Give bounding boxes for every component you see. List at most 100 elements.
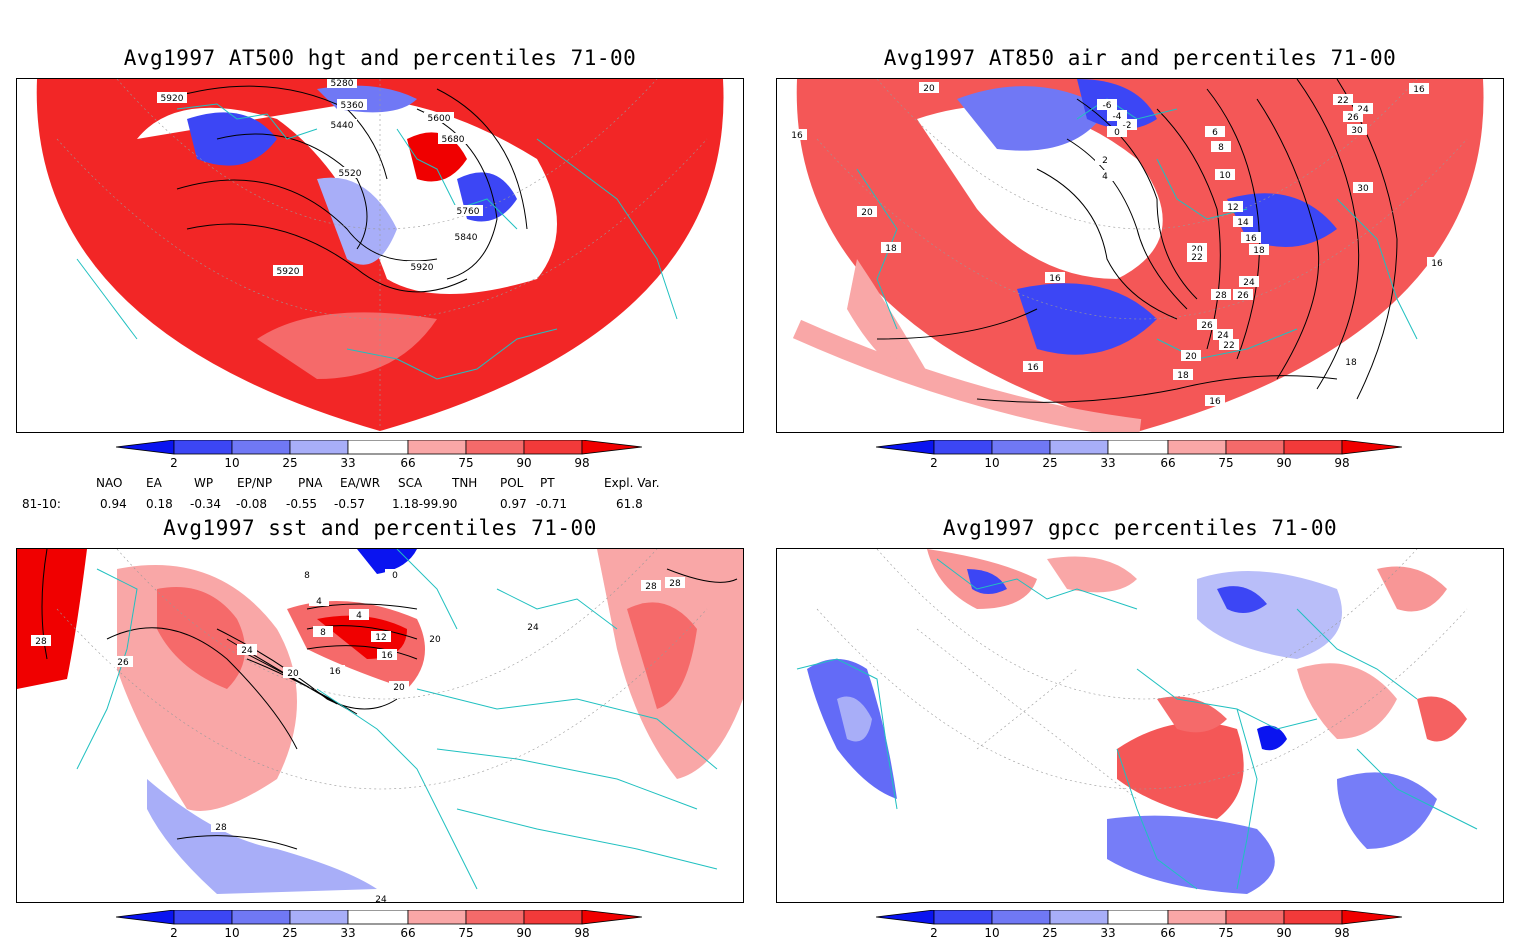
contour-label: 5680 (442, 135, 465, 145)
index-value: -0.57 (334, 497, 366, 511)
index-header: TNH (452, 476, 478, 490)
cbar-label: 33 (1100, 456, 1116, 470)
contour-label: 8 (304, 571, 310, 581)
cbar-seg-6 (465, 439, 525, 455)
contour-label: 16 (1413, 85, 1425, 95)
contour-label: 4 (356, 611, 362, 621)
cbar-label: 90 (1276, 456, 1292, 470)
contour-label: 16 (791, 131, 803, 141)
map-sst-panel: 28 26 24 20 16 8 4 0 4 8 12 16 20 20 28 … (16, 548, 744, 903)
index-value: 0.18 (146, 497, 173, 511)
index-header: PT (540, 476, 555, 490)
index-header: Expl. Var. (604, 476, 660, 490)
contour-label: 20 (287, 669, 299, 679)
contour-label: 22 (1337, 96, 1348, 106)
contour-label: 16 (1209, 397, 1221, 407)
contour-label: 16 (1049, 274, 1061, 284)
index-header: POL (500, 476, 524, 490)
contour-label: -6 (1103, 101, 1112, 111)
panel-title-sst: Avg1997 sst and percentiles 71-00 (163, 516, 597, 540)
cbar-label: 33 (340, 456, 356, 470)
contour-label: 24 (1217, 331, 1229, 341)
contour-label: 4 (1102, 172, 1108, 182)
contour-label: 20 (1191, 245, 1203, 255)
contour-label: 22 (1191, 253, 1202, 263)
contour-label: 5920 (411, 263, 434, 273)
contour-label: 18 (1177, 371, 1189, 381)
index-value: -0.34 (190, 497, 222, 511)
contour-label: 12 (375, 633, 386, 643)
contour-label: 16 (329, 667, 341, 677)
cbar-label: 75 (458, 456, 474, 470)
contour-label: 30 (1357, 184, 1369, 194)
contour-label: 18 (1345, 358, 1357, 368)
cbar-seg-1 (173, 439, 233, 455)
contour-label: 8 (320, 628, 326, 638)
contour-label: 10 (1219, 171, 1231, 181)
map-hgt500-panel: 5280 5360 5440 5520 5600 5680 5760 5840 … (16, 78, 744, 433)
index-value: 0.97 (500, 497, 527, 511)
colorbar-hgt500 (115, 439, 643, 460)
contour-label: 16 (1027, 363, 1039, 373)
contour-label: 5520 (339, 169, 362, 179)
cbar-label: 98 (574, 456, 590, 470)
contour-label: 22 (1223, 341, 1234, 351)
cbar-label: 2 (930, 926, 938, 940)
cbar-label: 90 (516, 456, 532, 470)
colorbar-gpcc (875, 909, 1403, 930)
cbar-label: 75 (458, 926, 474, 940)
contour-label: 5840 (455, 233, 478, 243)
contour-label: 30 (1351, 126, 1363, 136)
contour-label: 6 (1212, 128, 1218, 138)
cbar-label: 33 (340, 926, 356, 940)
contour-label: 26 (117, 658, 129, 668)
index-value: -0.71 (536, 497, 568, 511)
index-value: 61.8 (616, 497, 643, 511)
cbar-seg-8 (581, 439, 643, 455)
contour-label: 18 (885, 244, 897, 254)
cbar-label: 25 (1042, 456, 1058, 470)
index-header: EA/WR (340, 476, 381, 490)
contour-label: 28 (35, 637, 47, 647)
contour-label: 2 (1102, 156, 1108, 166)
cbar-label: 98 (1334, 926, 1350, 940)
cbar-label: 75 (1218, 926, 1234, 940)
contour-label: 12 (1227, 203, 1238, 213)
colorbar-air850 (875, 439, 1403, 460)
contour-label: 28 (645, 582, 657, 592)
cbar-label: 25 (1042, 926, 1058, 940)
cbar-label: 66 (1160, 456, 1176, 470)
cbar-seg-2 (231, 439, 291, 455)
contour-label: 26 (1237, 291, 1249, 301)
contour-label: 26 (1347, 113, 1359, 123)
contour-label: 5440 (331, 121, 354, 131)
cbar-label: 66 (400, 926, 416, 940)
map-gpcc-panel (776, 548, 1504, 903)
contour-label: 0 (1114, 128, 1120, 138)
teleconnection-indices: NAO EA WP EP/NP PNA EA/WR SCA TNH POL PT… (0, 476, 760, 512)
contour-label: 20 (393, 683, 405, 693)
cbar-seg-4 (347, 439, 409, 455)
cbar-label: 10 (224, 926, 240, 940)
colorbar-sst (115, 909, 643, 930)
contour-label: 20 (923, 84, 935, 94)
index-row-label: 81-10: (22, 497, 61, 511)
cbar-label: 66 (1160, 926, 1176, 940)
contour-label: 26 (1201, 321, 1213, 331)
index-value: 1.18-99.90 (392, 497, 458, 511)
cbar-label: 90 (516, 926, 532, 940)
cbar-label: 98 (574, 926, 590, 940)
cbar-label: 33 (1100, 926, 1116, 940)
cbar-label: 75 (1218, 456, 1234, 470)
index-value: -0.08 (236, 497, 268, 511)
contour-label: 28 (1215, 291, 1227, 301)
cbar-seg-3 (289, 439, 349, 455)
index-header: EA (146, 476, 162, 490)
contour-label: 16 (1431, 259, 1443, 269)
panel-title-air850: Avg1997 AT850 air and percentiles 71-00 (883, 46, 1397, 70)
contour-label: 5600 (428, 114, 451, 124)
contour-label: 24 (527, 623, 539, 633)
cbar-label: 25 (282, 926, 298, 940)
contour-label: 5360 (341, 101, 364, 111)
index-header: PNA (298, 476, 323, 490)
